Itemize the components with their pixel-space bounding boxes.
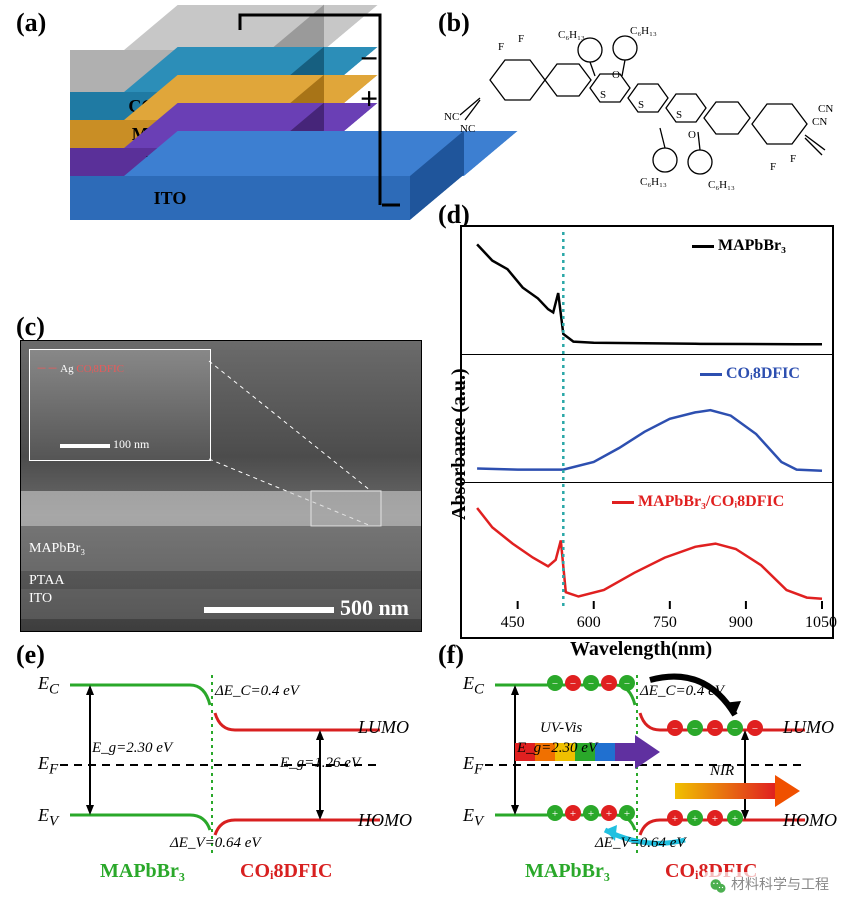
svg-text:+: + — [624, 808, 630, 820]
mat-right: COᵢ8DFIC — [240, 860, 332, 883]
svg-text:−: − — [570, 678, 576, 690]
svg-text:CN: CN — [812, 116, 827, 128]
device-stack: AgCOᵢ8DFICMAPbBr₃PTAAITO−+ — [60, 40, 390, 300]
band-text: E_g=2.30 eV — [92, 740, 172, 757]
band-text: E_g=1.26 eV — [280, 755, 360, 772]
band-text: EV — [38, 805, 58, 831]
svg-text:+: + — [552, 808, 558, 820]
svg-text:C₆H₁₃: C₆H₁₃ — [558, 29, 585, 41]
band-text: ΔE_V=0.64 eV — [595, 835, 686, 852]
svg-text:F: F — [770, 161, 776, 173]
svg-text:S: S — [638, 99, 644, 111]
svg-text:+: + — [732, 813, 738, 825]
sem-layer-ptaa: PTAA — [29, 573, 64, 589]
mat-left: MAPbBr₃ — [525, 860, 610, 883]
band-text: EC — [38, 673, 59, 699]
molecular-structure: F F F F NCNC CNCN C₆H₁₃ C₆H₁₃ C₆H₁₃ C₆H₁₃ S S… — [440, 20, 835, 210]
svg-text:−: − — [672, 723, 678, 735]
abs-ylabel: Absorbance (a.u.) — [448, 368, 471, 520]
band-text: E_g=2.30 eV — [517, 740, 597, 757]
absorbance-plot: MAPbBr₃COᵢ8DFICMAPbBr₃/COᵢ8DFIC — [460, 225, 834, 639]
svg-text:C₆H₁₃: C₆H₁₃ — [630, 25, 657, 37]
band-text: ΔE_C=0.4 eV — [215, 683, 299, 700]
band-text: HOMO — [358, 810, 412, 831]
band-text: UV-Vis — [540, 720, 582, 737]
plus-terminal: + — [360, 80, 378, 117]
sem-layer-mapbbr3: MAPbBr₃ — [29, 541, 85, 557]
svg-text:−: − — [588, 678, 594, 690]
svg-text:S: S — [600, 89, 606, 101]
svg-text:C₆H₁₃: C₆H₁₃ — [708, 179, 735, 191]
svg-text:C₆H₁₃: C₆H₁₃ — [640, 176, 667, 188]
label-a: (a) — [16, 8, 46, 38]
svg-text:+: + — [712, 813, 718, 825]
label-c: (c) — [16, 312, 45, 342]
band-text: EC — [463, 673, 484, 699]
mat-left: MAPbBr₃ — [100, 860, 185, 883]
band-diagram-f: −−−−−−−−−−+++++++++ECEFEVΔE_C=0.4 eVΔE_V… — [445, 655, 845, 895]
band-text: ΔE_C=0.4 eV — [640, 683, 724, 700]
wechat-icon — [709, 877, 727, 895]
svg-text:CN: CN — [818, 103, 833, 115]
xtick-750: 750 — [653, 614, 677, 632]
svg-text:S: S — [676, 109, 682, 121]
svg-text:NC: NC — [444, 111, 459, 123]
xtick-450: 450 — [501, 614, 525, 632]
svg-text:−: − — [752, 723, 758, 735]
svg-text:+: + — [672, 813, 678, 825]
svg-text:F: F — [498, 41, 504, 53]
band-text: EF — [38, 753, 58, 779]
minus-terminal: − — [360, 40, 378, 77]
svg-text:−: − — [606, 678, 612, 690]
xtick-1050: 1050 — [805, 614, 837, 632]
xtick-600: 600 — [577, 614, 601, 632]
svg-text:NC: NC — [460, 123, 475, 135]
band-text: NIR — [710, 763, 734, 780]
band-text: LUMO — [358, 717, 409, 738]
svg-text:+: + — [588, 808, 594, 820]
sem-scalebar: 500 nm — [340, 595, 409, 620]
band-text: EV — [463, 805, 483, 831]
xtick-900: 900 — [729, 614, 753, 632]
svg-text:−: − — [624, 678, 630, 690]
svg-text:−: − — [692, 723, 698, 735]
band-text: EF — [463, 753, 483, 779]
sem-cross-section: －－ Ag COᵢ8DFIC 100 nm MAPbBr₃ PTAA ITO 5… — [20, 340, 422, 632]
svg-text:−: − — [552, 678, 558, 690]
svg-text:−: − — [732, 723, 738, 735]
svg-text:O: O — [688, 129, 696, 141]
band-text: HOMO — [783, 810, 837, 831]
wechat-watermark: 材料科学与工程 — [703, 872, 835, 897]
sem-layer-ito: ITO — [29, 591, 52, 607]
band-text: ΔE_V=0.64 eV — [170, 835, 261, 852]
band-text: LUMO — [783, 717, 834, 738]
band-diagram-e: EC EF EV ΔE_C=0.4 eV ΔE_V=0.64 eV E_g=2.30 eV… — [20, 655, 420, 895]
svg-text:F: F — [518, 33, 524, 45]
svg-text:O: O — [612, 69, 620, 81]
svg-text:+: + — [606, 808, 612, 820]
svg-text:+: + — [570, 808, 576, 820]
svg-text:+: + — [692, 813, 698, 825]
svg-text:−: − — [712, 723, 718, 735]
svg-text:F: F — [790, 153, 796, 165]
